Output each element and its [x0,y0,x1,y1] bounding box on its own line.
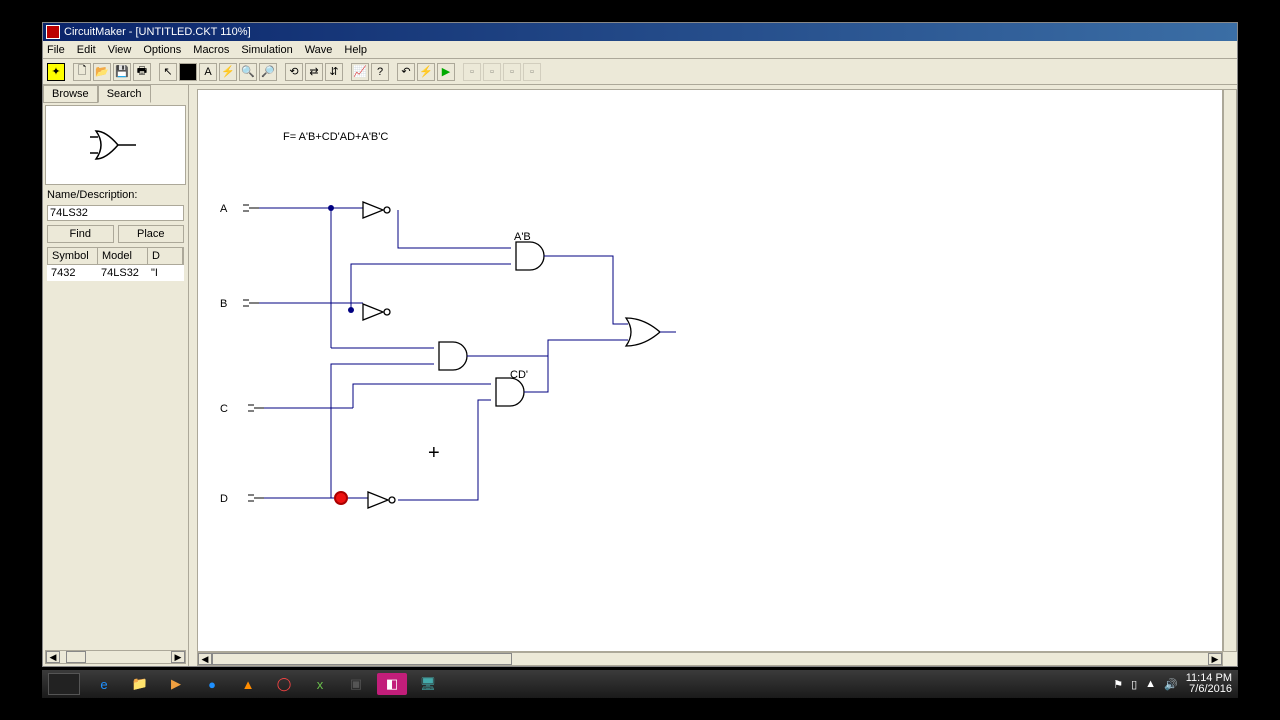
panel-tabs: Browse Search [43,85,188,103]
new-button[interactable]: 🗋 [73,63,91,81]
rotate-button[interactable]: ⟲ [285,63,303,81]
tab-browse[interactable]: Browse [43,85,98,103]
taskbar-app-5[interactable]: ◯ [269,673,299,695]
menu-view[interactable]: View [108,44,132,56]
svg-text:A'B: A'B [514,231,531,243]
menu-options[interactable]: Options [143,44,181,56]
taskbar-app-6[interactable]: x [305,673,335,695]
toolbar: ✦ 🗋 📂 💾 🖶 ↖ A ⚡ 🔍 🔎 ⟲ ⇄ ⇵ 📈 ? ↶ ⚡ ▶ [43,59,1237,85]
taskbar-app-0[interactable]: e [89,673,119,695]
canvas-vscroll[interactable] [1223,89,1237,652]
sim1-button[interactable]: ▫ [463,63,481,81]
titlebar: CircuitMaker - [UNTITLED.CKT 110%] [43,23,1237,41]
col-symbol: Symbol [48,248,98,264]
tray-date: 7/6/2016 [1186,684,1232,695]
col-d: D [148,248,183,264]
step-button[interactable]: ▶ [437,63,455,81]
tab-search[interactable]: Search [98,85,151,103]
delete-tool[interactable]: ⚡ [219,63,237,81]
text-tool[interactable]: A [199,63,217,81]
menu-edit[interactable]: Edit [77,44,96,56]
left-panel: Browse Search Name/Description: Find Pla… [43,85,189,666]
trace-button[interactable]: 📈 [351,63,369,81]
svg-text:C: C [220,403,228,415]
main-area: Browse Search Name/Description: Find Pla… [43,85,1237,666]
menu-wave[interactable]: Wave [305,44,333,56]
app-title: CircuitMaker - [UNTITLED.CKT 110%] [64,26,1234,38]
probe-tool[interactable]: 🔍 [239,63,257,81]
save-button[interactable]: 💾 [113,63,131,81]
list-row[interactable]: 7432 74LS32 "I [47,265,184,281]
name-label: Name/Description: [43,187,188,203]
menu-macros[interactable]: Macros [193,44,229,56]
list-header: Symbol Model D [47,247,184,265]
mirror-button[interactable]: ⇄ [305,63,323,81]
menu-simulation[interactable]: Simulation [241,44,292,56]
menubar: File Edit View Options Macros Simulation… [43,41,1237,59]
svg-text:D: D [220,493,228,505]
svg-text:CD': CD' [510,369,528,381]
arrow-tool[interactable]: ↖ [159,63,177,81]
zoom-tool[interactable]: 🔎 [259,63,277,81]
name-input[interactable] [47,205,184,221]
taskbar-app-9[interactable]: 🖥 [413,673,443,695]
app-icon [46,25,60,39]
taskbar-app-1[interactable]: 📁 [125,673,155,695]
menu-help[interactable]: Help [344,44,367,56]
svg-text:A: A [220,203,228,215]
print-button[interactable]: 🖶 [133,63,151,81]
probe-button[interactable]: ✦ [47,63,65,81]
cell-d: "I [147,265,184,281]
wire-tool[interactable] [179,63,197,81]
part-preview [45,105,186,185]
menu-file[interactable]: File [47,44,65,56]
find-button[interactable]: Find [47,225,114,243]
svg-text:F= A'B+CD'AD+A'B'C: F= A'B+CD'AD+A'B'C [283,131,388,143]
sim3-button[interactable]: ▫ [503,63,521,81]
tray-volume-icon[interactable]: 🔊 [1164,678,1178,691]
tray-battery-icon[interactable]: ▯ [1131,678,1137,691]
tray-flag-icon[interactable]: ⚑ [1113,678,1123,691]
system-tray: ⚑ ▯ ▲ 🔊 11:14 PM 7/6/2016 [1113,673,1232,695]
canvas-wrap: F= A'B+CD'AD+A'B'CABCDA'BCD' + ◀▶ [189,85,1237,666]
app-window: CircuitMaker - [UNTITLED.CKT 110%] File … [42,22,1238,667]
start-button[interactable] [48,673,80,695]
flip-button[interactable]: ⇵ [325,63,343,81]
tray-network-icon[interactable]: ▲ [1145,678,1156,690]
open-button[interactable]: 📂 [93,63,111,81]
taskbar-app-4[interactable]: ▲ [233,673,263,695]
svg-text:B: B [220,298,227,310]
taskbar-app-2[interactable]: ▶ [161,673,191,695]
tray-clock[interactable]: 11:14 PM 7/6/2016 [1186,673,1232,695]
cell-model: 74LS32 [97,265,147,281]
help-button[interactable]: ? [371,63,389,81]
taskbar-app-7[interactable]: ▣ [341,673,371,695]
col-model: Model [98,248,148,264]
taskbar-app-8[interactable]: ◧ [377,673,407,695]
or-gate-icon [86,125,146,165]
run-button[interactable]: ⚡ [417,63,435,81]
sim2-button[interactable]: ▫ [483,63,501,81]
canvas-hscroll[interactable]: ◀▶ [197,652,1223,666]
schematic-canvas[interactable]: F= A'B+CD'AD+A'B'CABCDA'BCD' + [197,89,1223,652]
undo-button[interactable]: ↶ [397,63,415,81]
sim4-button[interactable]: ▫ [523,63,541,81]
taskbar: e 📁 ▶ ● ▲ ◯ x ▣ ◧ 🖥 ⚑ ▯ ▲ 🔊 11:14 PM 7/6/2016 [42,670,1238,698]
circuit-svg: F= A'B+CD'AD+A'B'C A B C D A'B CD' [198,90,1218,650]
cell-symbol: 7432 [47,265,97,281]
panel-hscroll[interactable]: ◀▶ [45,650,186,664]
place-button[interactable]: Place [118,225,185,243]
taskbar-app-3[interactable]: ● [197,673,227,695]
